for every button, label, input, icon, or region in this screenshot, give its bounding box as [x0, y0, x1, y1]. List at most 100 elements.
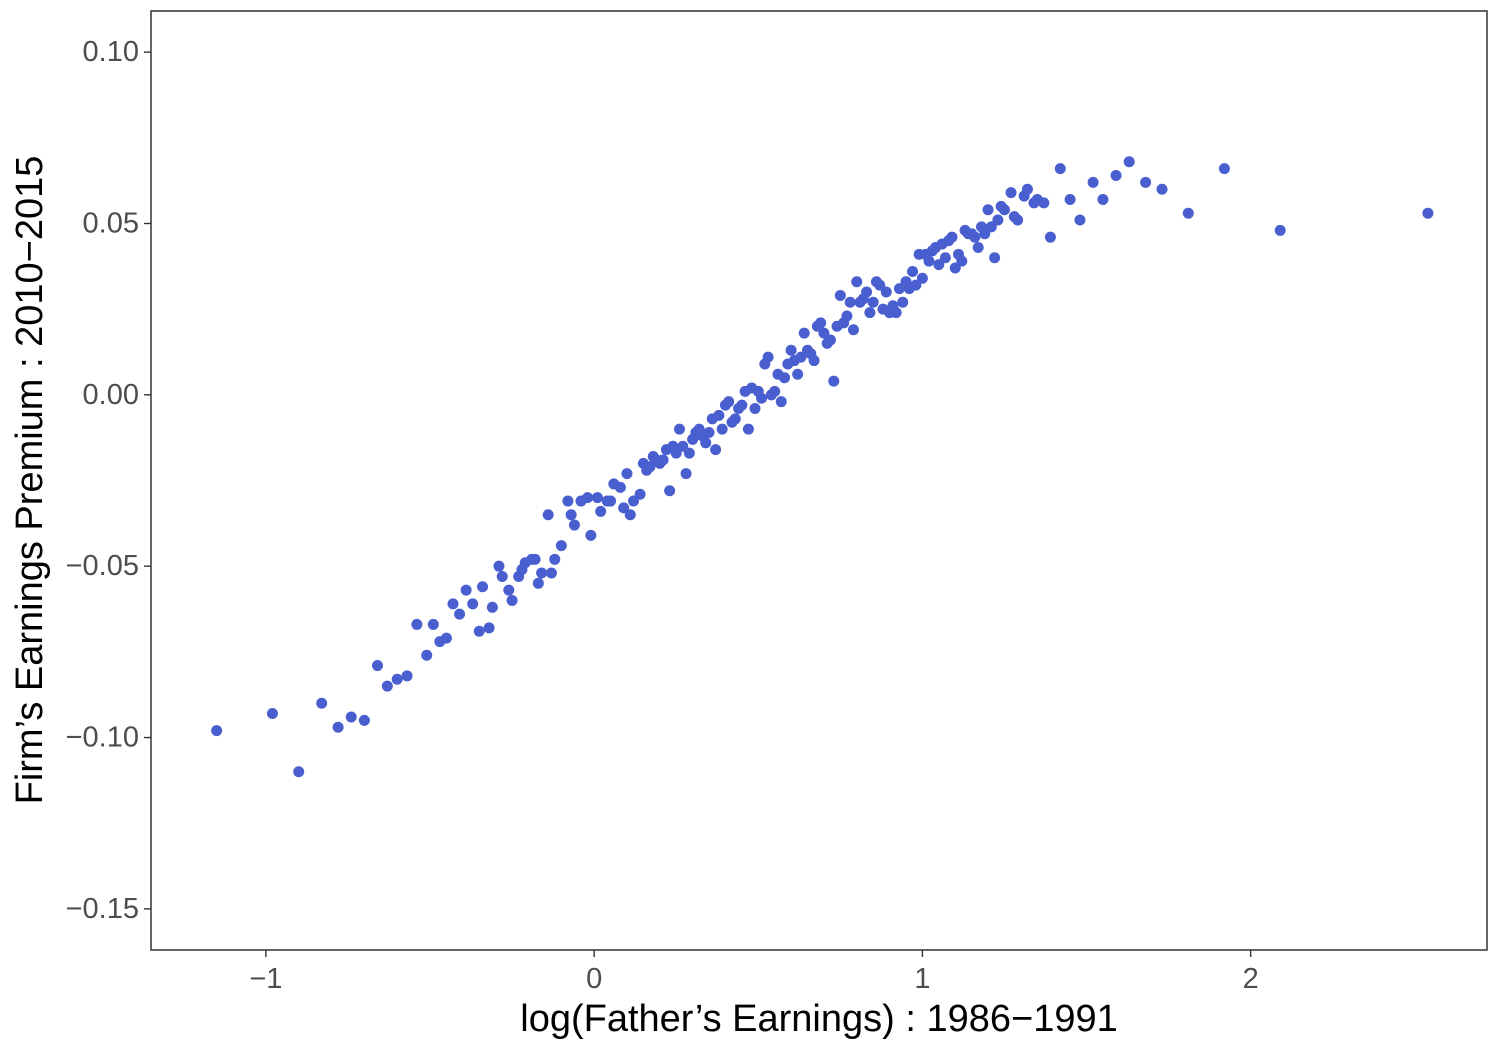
- data-point: [477, 581, 489, 593]
- data-point: [677, 440, 689, 452]
- data-point: [989, 252, 1001, 264]
- data-point: [785, 344, 797, 356]
- data-point: [427, 618, 439, 630]
- data-point: [742, 423, 754, 435]
- data-point: [211, 725, 223, 737]
- data-point: [762, 351, 774, 363]
- data-point: [568, 519, 580, 531]
- data-point: [391, 673, 403, 685]
- x-tick-label: −1: [249, 963, 282, 995]
- data-point: [591, 492, 603, 504]
- data-point: [982, 204, 994, 216]
- data-point: [536, 567, 548, 579]
- y-tick-label: 0.00: [83, 379, 139, 411]
- y-tick-label: 0.10: [83, 36, 139, 68]
- data-point: [1074, 214, 1086, 226]
- data-point: [454, 608, 466, 620]
- data-point: [716, 423, 728, 435]
- data-point: [792, 368, 804, 380]
- data-point: [1097, 193, 1109, 205]
- data-point: [847, 324, 859, 336]
- data-point: [1140, 176, 1152, 188]
- data-point: [907, 265, 919, 277]
- data-point: [614, 481, 626, 493]
- data-point: [710, 444, 722, 456]
- data-point: [605, 495, 617, 507]
- data-point: [808, 355, 820, 367]
- data-point: [664, 485, 676, 497]
- data-point: [844, 296, 856, 308]
- data-point: [483, 622, 495, 634]
- data-point: [549, 553, 561, 565]
- data-point: [992, 214, 1004, 226]
- data-point: [998, 204, 1010, 216]
- data-point: [1182, 207, 1194, 219]
- data-point: [815, 317, 827, 329]
- data-point: [680, 468, 692, 480]
- data-point: [670, 447, 682, 459]
- data-point: [749, 403, 761, 415]
- data-point: [867, 296, 879, 308]
- data-point: [893, 283, 905, 295]
- data-point: [969, 231, 981, 243]
- data-point: [673, 423, 685, 435]
- y-tick-label: −0.05: [66, 550, 139, 582]
- data-point: [460, 584, 472, 596]
- data-point: [618, 502, 630, 514]
- data-point: [555, 540, 567, 552]
- data-point: [916, 272, 928, 284]
- data-point: [923, 255, 935, 267]
- data-point: [1218, 163, 1230, 175]
- data-point: [756, 392, 768, 404]
- data-point: [1123, 156, 1135, 168]
- data-point: [910, 279, 922, 291]
- data-point: [447, 598, 459, 610]
- x-axis: −1 0 1 2: [249, 950, 1259, 995]
- data-point: [769, 385, 781, 397]
- data-point: [795, 351, 807, 363]
- data-point: [779, 372, 791, 384]
- data-point: [1021, 183, 1033, 195]
- data-point: [723, 396, 735, 408]
- data-point: [834, 289, 846, 301]
- y-tick-label: −0.10: [66, 722, 139, 754]
- data-points: [211, 156, 1434, 778]
- data-point: [818, 327, 830, 339]
- data-point: [542, 509, 554, 521]
- data-point: [713, 409, 725, 421]
- data-point: [979, 228, 991, 240]
- data-point: [371, 660, 383, 672]
- data-point: [861, 286, 873, 298]
- data-point: [1422, 207, 1434, 219]
- data-point: [972, 241, 984, 253]
- data-point: [493, 560, 505, 572]
- data-point: [421, 649, 433, 661]
- data-point: [1038, 197, 1050, 209]
- data-point: [683, 447, 695, 459]
- data-point: [529, 553, 541, 565]
- data-point: [358, 714, 370, 726]
- data-point: [565, 509, 577, 521]
- data-point: [1156, 183, 1168, 195]
- data-point: [657, 454, 669, 466]
- data-point: [562, 495, 574, 507]
- data-point: [798, 327, 810, 339]
- y-axis-title: Firm’s Earnings Premium : 2010−2015: [9, 156, 51, 805]
- y-tick-label: −0.15: [66, 893, 139, 925]
- data-point: [473, 625, 485, 637]
- data-point: [703, 427, 715, 439]
- data-point: [467, 598, 479, 610]
- data-point: [496, 570, 508, 582]
- data-point: [729, 413, 741, 425]
- data-point: [644, 461, 656, 473]
- data-point: [266, 708, 278, 720]
- data-point: [440, 632, 452, 644]
- data-point: [897, 296, 909, 308]
- data-point: [624, 509, 636, 521]
- x-tick-label: 2: [1243, 963, 1259, 995]
- data-point: [401, 670, 413, 682]
- data-point: [1054, 163, 1066, 175]
- data-point: [736, 399, 748, 411]
- data-point: [700, 437, 712, 449]
